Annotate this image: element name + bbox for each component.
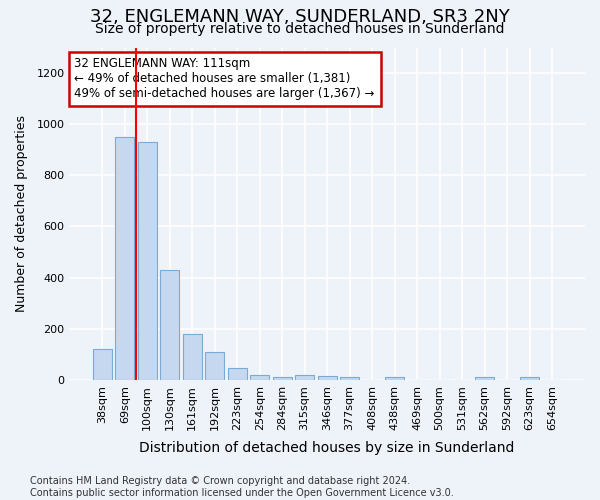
Bar [475, 377, 494, 380]
Y-axis label: Number of detached properties: Number of detached properties [15, 115, 28, 312]
Bar [272, 377, 292, 380]
Text: 32, ENGLEMANN WAY, SUNDERLAND, SR3 2NY: 32, ENGLEMANN WAY, SUNDERLAND, SR3 2NY [90, 8, 510, 26]
Bar [317, 376, 337, 380]
Text: Size of property relative to detached houses in Sunderland: Size of property relative to detached ho… [95, 22, 505, 36]
Bar [93, 349, 112, 380]
Bar [340, 378, 359, 380]
Text: 32 ENGLEMANN WAY: 111sqm
← 49% of detached houses are smaller (1,381)
49% of sem: 32 ENGLEMANN WAY: 111sqm ← 49% of detach… [74, 58, 375, 100]
Bar [160, 270, 179, 380]
Text: Contains HM Land Registry data © Crown copyright and database right 2024.
Contai: Contains HM Land Registry data © Crown c… [30, 476, 454, 498]
Bar [520, 377, 539, 380]
Bar [250, 376, 269, 380]
Bar [227, 368, 247, 380]
Bar [182, 334, 202, 380]
Bar [205, 352, 224, 380]
X-axis label: Distribution of detached houses by size in Sunderland: Distribution of detached houses by size … [139, 441, 515, 455]
Bar [115, 137, 134, 380]
Bar [295, 376, 314, 380]
Bar [138, 142, 157, 380]
Bar [385, 377, 404, 380]
